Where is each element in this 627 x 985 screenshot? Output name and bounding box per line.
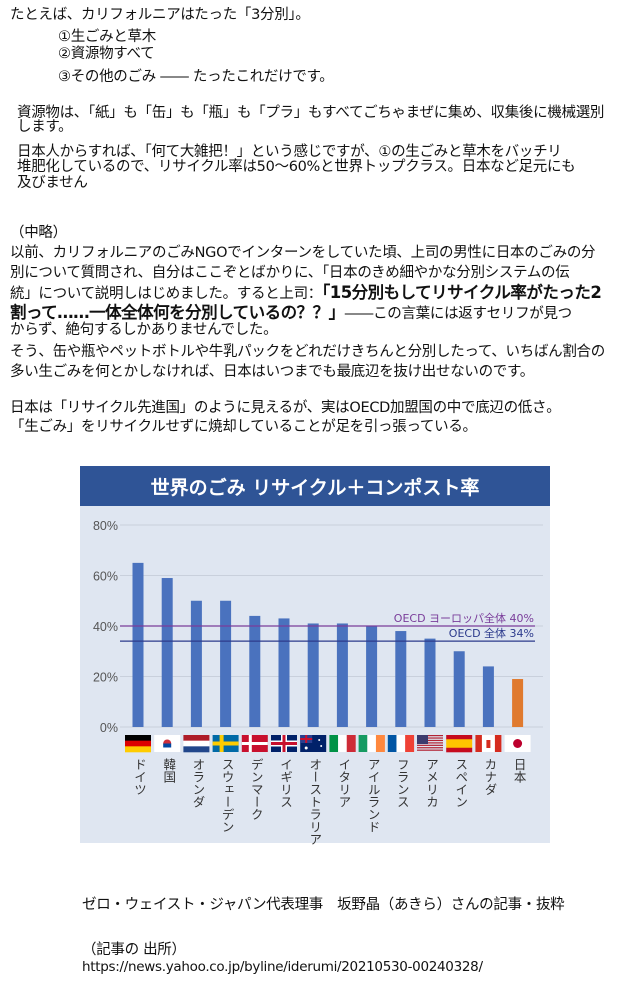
bar-1 (161, 578, 173, 727)
paragraph-line: 「生ごみ」をリサイクルせずに焼却していることが足を引っ張っている。 (10, 419, 477, 435)
reference-line-label: OECD 全体 34% (449, 626, 534, 640)
list-item-2: ②資源物すべて (58, 46, 155, 62)
bar-10 (424, 638, 436, 727)
bar-0 (132, 562, 144, 727)
text-run: ――この言葉には返すセリフが見つ (344, 306, 573, 322)
flag-icon-10 (417, 735, 443, 751)
bar-8 (366, 626, 378, 727)
x-tick-label: イギリス (278, 758, 293, 808)
flag-icon-13 (504, 735, 531, 752)
paragraph-line: 以前、カリフォルニアのごみNGOでインターンをしていた頃、上司の男性に日本のごみ… (10, 245, 596, 261)
flag-icon-1 (154, 735, 181, 752)
chart-title-bar (80, 466, 550, 506)
x-tick-label: フランス (394, 758, 410, 808)
list-item-1: ①生ごみと草木 (58, 29, 156, 45)
bar-2 (190, 600, 202, 727)
paragraph-line: からず、絶句するしかありませんでした。 (10, 322, 278, 338)
x-tick-label: オランダ (190, 758, 206, 808)
recycling-rate-chart: 世界のごみ リサイクル＋コンポスト率 0% 20% 40% 60% 80% OECD ヨーロ… (80, 466, 550, 843)
flag-icon-4 (241, 735, 268, 752)
x-tick-label: カナダ (482, 758, 498, 796)
bar-4 (249, 615, 261, 727)
x-tick-label: スペイン (453, 758, 469, 808)
x-tick-label: 日本 (511, 758, 527, 783)
paragraph-line: 多い生ごみを何とかしなければ、日本はいつまでも最底辺を抜け出せないのです。 (10, 364, 534, 380)
chart-title: 世界のごみ リサイクル＋コンポスト率 (151, 476, 480, 499)
paragraph-line: 別について質問され、自分はここぞとばかりに、「日本のきめ細やかな分別システムの伝 (10, 265, 570, 281)
flag-icon-7 (329, 735, 356, 752)
paragraph-line: 堆肥化しているので、リサイクル率は50～60%と世界トップクラス。日本など足元に… (17, 159, 576, 175)
y-tick-label: 60% (93, 570, 118, 584)
y-tick-label: 40% (93, 620, 118, 634)
flag-icon-3 (212, 735, 239, 752)
reference-line-label: OECD ヨーロッパ全体 40% (394, 611, 534, 625)
paragraph-line: します。 (17, 119, 73, 135)
flag-icon-0 (125, 735, 151, 753)
bar-7 (336, 623, 348, 727)
flag-icon-12 (475, 735, 502, 752)
x-tick-label: ドイツ (132, 758, 147, 796)
flag-icon-9 (387, 735, 415, 752)
bar-5 (278, 618, 290, 727)
y-tick-label: 80% (93, 519, 118, 533)
paragraph-line: 日本は「リサイクル先進国」のように見えるが、実はOECD加盟国の中で底辺の低さ。 (10, 400, 561, 416)
x-tick-label: 韓国 (161, 758, 177, 783)
x-tick-label: イタリア (336, 758, 352, 808)
credit-line: ゼロ・ウェイスト・ジャパン代表理事 坂野晶（あきら）さんの記事・抜粋 (82, 897, 565, 913)
y-tick-label: 20% (93, 671, 118, 685)
x-tick-label: スウェーデン (219, 758, 235, 833)
paragraph-line: 統」について説明しはじめました。すると上司：「15分別もしてリサイクル率がたった… (10, 283, 602, 303)
bar-11 (453, 651, 465, 727)
bar-3 (220, 600, 232, 727)
omitted-note: （中略） (10, 225, 67, 241)
intro-line: たとえば、カリフォルニアはたった「3分別」。 (10, 7, 310, 23)
text-run: 統」について説明しはじめました。すると上司： (10, 286, 322, 302)
source-label: （記事の 出所） (82, 942, 186, 958)
paragraph-line: 割って……一体全体何を分別しているの？？」――この言葉には返すセリフが見つ (10, 304, 572, 323)
bar-6 (307, 623, 319, 727)
paragraph-line: 日本人からすれば、「何て大雑把！」という感じですが、①の生ごみと草木をバッチリ (17, 144, 562, 160)
list-item-3: ③その他のごみ ―― たったこれだけです。 (58, 69, 334, 85)
flag-icon-2 (183, 735, 210, 753)
x-tick-label: アメリカ (424, 758, 439, 808)
quote-bold: 「15分別もしてリサイクル率がたった2 (321, 283, 602, 302)
quote-bold: 割って……一体全体何を分別しているの？？」 (10, 303, 345, 322)
x-tick-label: アイルランド (365, 758, 381, 833)
bar-12 (482, 666, 494, 727)
flag-icon-6 (300, 735, 327, 752)
x-tick-label: オーストラリア (307, 758, 323, 846)
y-tick-label: 0% (100, 721, 118, 735)
paragraph-line: そう、缶や瓶やペットボトルや牛乳パックをどれだけきちんと分別したって、いちばん割… (10, 344, 605, 360)
paragraph-line: 及びません (17, 175, 88, 191)
bar-9 (395, 631, 407, 727)
paragraph-line: 資源物は、「紙」も「缶」も「瓶」も「プラ」もすべてごちゃまぜに集め、収集後に機械… (17, 105, 605, 121)
bar-13 (512, 679, 524, 727)
flag-icon-11 (446, 735, 473, 753)
x-tick-label: デンマーク (248, 758, 264, 821)
flag-icon-8 (358, 735, 385, 752)
source-url[interactable]: https://news.yahoo.co.jp/byline/iderumi/… (82, 959, 483, 975)
flag-icon-5 (271, 735, 297, 752)
